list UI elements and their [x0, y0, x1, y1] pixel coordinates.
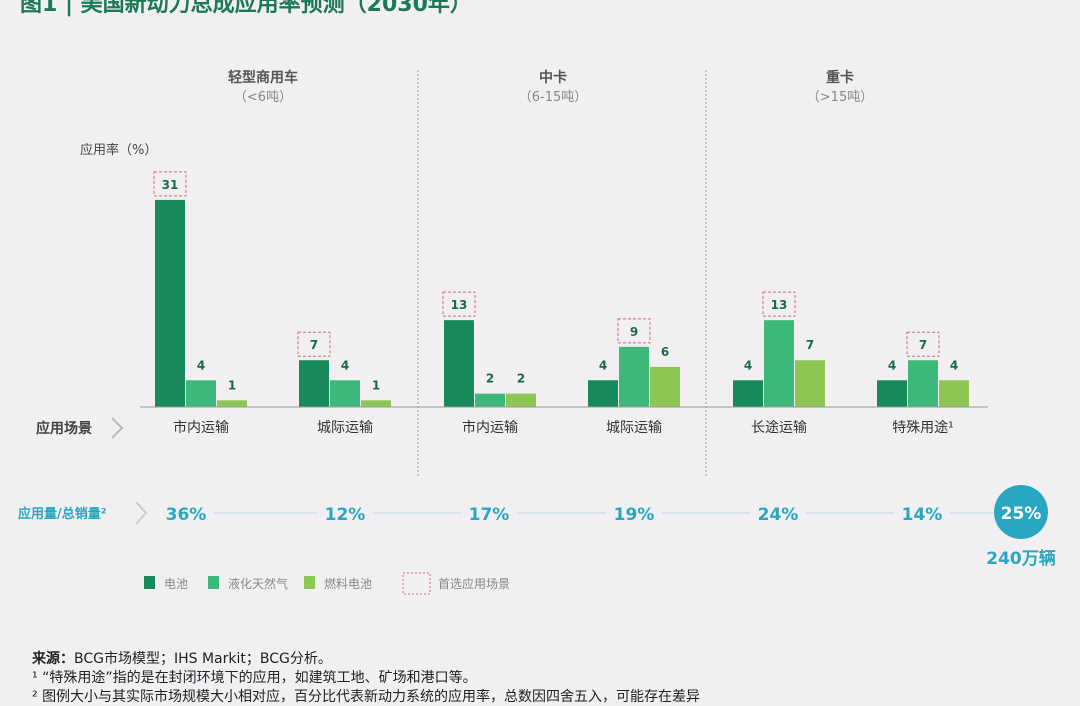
- total-volume: 240万辆: [986, 548, 1056, 569]
- bar-燃料电池: [506, 393, 536, 407]
- preferred-box: [762, 291, 796, 317]
- bar-燃料电池: [650, 366, 680, 407]
- share-value: 12%: [325, 505, 366, 525]
- group-subtitle: （6-15吨）: [519, 90, 588, 105]
- data-label: 1: [372, 378, 380, 392]
- bar-燃料电池: [795, 360, 825, 407]
- bar-液化天然气: [330, 380, 360, 407]
- chart-title: 图1 | 美国新动力总成应用率预测（2030年）: [20, 0, 472, 17]
- bar-电池: [733, 380, 763, 407]
- data-label: 9: [630, 325, 638, 339]
- data-label: 13: [771, 298, 788, 312]
- data-label: 13: [451, 298, 468, 312]
- bar-液化天然气: [619, 346, 649, 407]
- data-label: 4: [197, 358, 205, 372]
- data-label: 2: [517, 372, 525, 386]
- group-title: 轻型商用车: [228, 69, 298, 86]
- data-label: 7: [806, 338, 814, 352]
- legend-swatch: [208, 576, 219, 589]
- legend-label: 电池: [164, 577, 188, 591]
- category-label: 市内运输: [173, 419, 229, 436]
- preferred-box: [906, 331, 940, 357]
- legend-preferred-box: [402, 572, 431, 595]
- preferred-box: [617, 318, 651, 344]
- share-value: 36%: [166, 505, 207, 525]
- group-title: 重卡: [826, 69, 854, 86]
- bar-电池: [444, 320, 474, 407]
- chevron-right-icon: [135, 501, 148, 525]
- total-share-value: 25%: [1001, 504, 1042, 524]
- category-label: 城际运输: [317, 420, 373, 436]
- bar-液化天然气: [764, 320, 794, 407]
- share-value: 19%: [614, 505, 655, 525]
- category-label: 长途运输: [751, 419, 807, 436]
- share-value: 17%: [469, 505, 510, 525]
- bar-燃料电池: [939, 380, 969, 407]
- group-title: 中卡: [539, 69, 567, 86]
- bar-燃料电池: [361, 400, 391, 407]
- legend-label: 燃料电池: [324, 576, 372, 591]
- legend-label: 液化天然气: [228, 576, 288, 591]
- data-label: 4: [950, 358, 958, 372]
- footnote-source: 来源：BCG市场模型；IHS Markit；BCG分析。: [32, 648, 332, 668]
- bar-电池: [299, 360, 329, 407]
- share-value: 24%: [758, 505, 799, 525]
- data-label: 7: [310, 338, 318, 352]
- bar-液化天然气: [908, 360, 938, 407]
- data-label: 7: [919, 338, 927, 352]
- preferred-box: [297, 331, 331, 357]
- data-label: 6: [661, 345, 669, 359]
- preferred-box: [442, 291, 476, 317]
- share-value: 14%: [902, 505, 943, 525]
- chevron-right-icon: [111, 417, 124, 439]
- data-label: 4: [744, 358, 752, 372]
- group-subtitle: （<6吨）: [234, 90, 292, 105]
- data-label: 1: [228, 378, 236, 392]
- total-share-circle: [994, 485, 1048, 539]
- bar-电池: [155, 199, 185, 407]
- preferred-box: [153, 171, 187, 197]
- category-label: 城际运输: [606, 420, 662, 436]
- y-axis-label: 应用率（%）: [80, 142, 157, 158]
- category-label: 特殊用途¹: [892, 419, 954, 436]
- data-label: 4: [599, 358, 607, 372]
- bar-电池: [877, 380, 907, 407]
- data-label: 4: [341, 358, 349, 372]
- footnote-1: ¹ “特殊用途”指的是在封闭环境下的应用，如建筑工地、矿场和港口等。: [32, 670, 477, 686]
- legend-label: 首选应用场景: [438, 576, 510, 591]
- share-label: 应用量/总销量²: [18, 506, 106, 522]
- footnote-source-text: BCG市场模型；IHS Markit；BCG分析。: [74, 651, 332, 667]
- row-label: 应用场景: [36, 420, 92, 437]
- data-label: 2: [486, 372, 494, 386]
- legend-swatch: [144, 576, 155, 589]
- data-label: 31: [162, 178, 179, 192]
- footnote-2: ² 图例大小与其实际市场规模大小相对应，百分比代表新动力系统的应用率，总数因四舍…: [32, 689, 701, 705]
- category-label: 市内运输: [462, 419, 518, 436]
- data-label: 4: [888, 358, 896, 372]
- bar-电池: [588, 380, 618, 407]
- footnote-source-label: 来源：: [32, 651, 74, 667]
- bar-液化天然气: [186, 380, 216, 407]
- group-subtitle: （>15吨）: [807, 90, 873, 105]
- bar-液化天然气: [475, 393, 505, 407]
- bar-燃料电池: [217, 400, 247, 407]
- legend-swatch: [304, 576, 315, 589]
